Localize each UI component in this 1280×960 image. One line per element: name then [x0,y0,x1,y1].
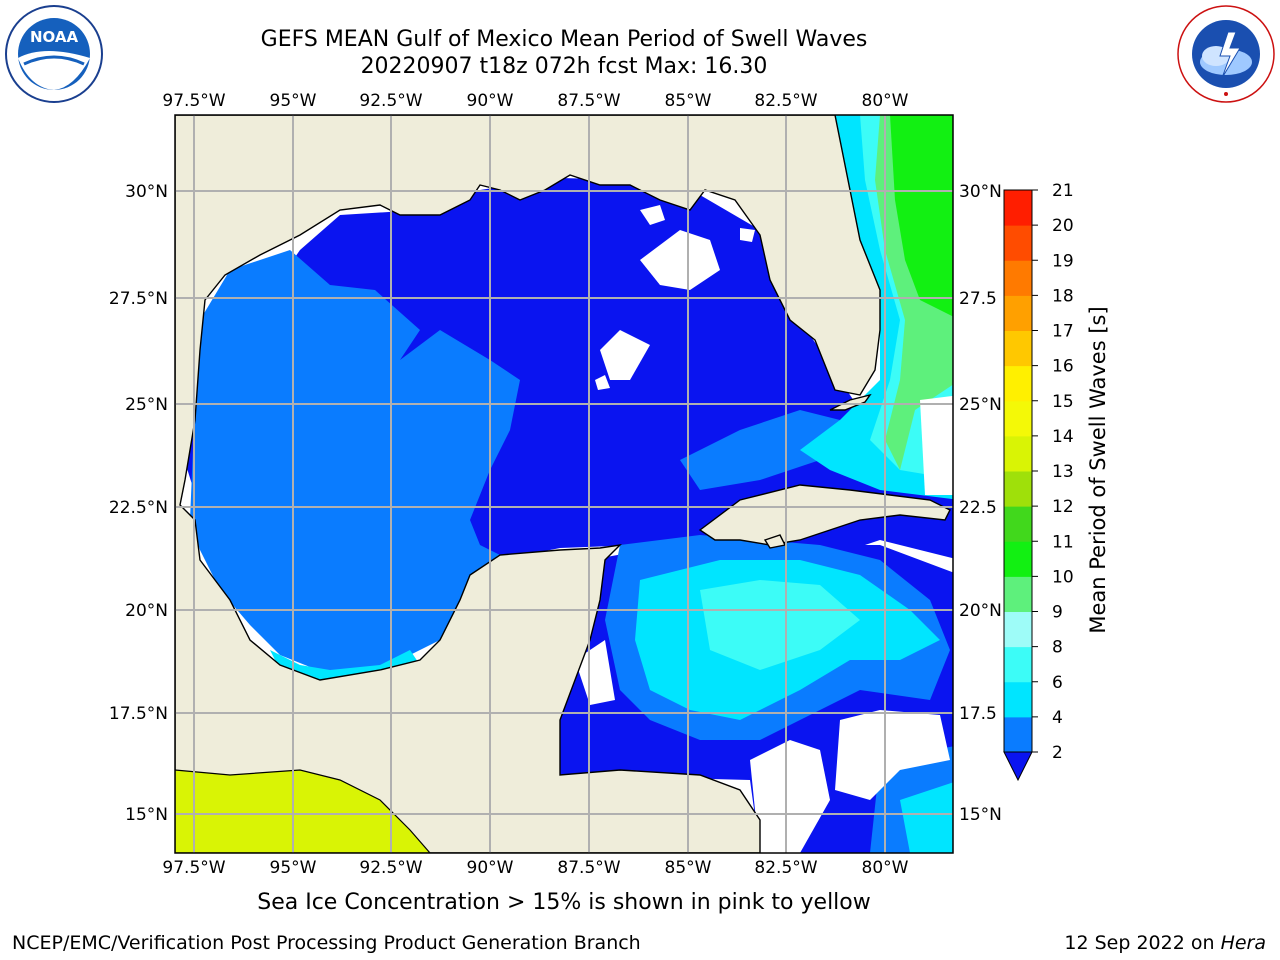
missing-data-patches [575,205,953,853]
colorbar-bin [1004,330,1032,367]
sea-ice-note: Sea Ice Concentration > 15% is shown in … [257,890,871,915]
lon-label-bottom: 87.5°W [557,858,620,878]
colorbar-tick-label: 6 [1052,673,1063,693]
colorbar-tick-label: 14 [1052,427,1074,447]
colorbar-tick-label: 2 [1052,743,1063,763]
colorbar-tick-label: 21 [1052,181,1074,201]
lat-label-right: 20°N [959,601,1002,621]
colorbar-bin [1004,295,1032,331]
machine-name: Hera [1220,932,1266,954]
lat-label-left: 22.5°N [109,498,168,518]
lat-label-left: 20°N [125,601,168,621]
colorbar-tick-label: 13 [1052,462,1074,482]
colorbar-bin [1004,435,1032,472]
colorbar-bin [1004,576,1032,612]
map-frame [174,114,954,854]
graticule [175,115,953,853]
nws-logo [1177,5,1275,103]
colorbar-bin [1004,611,1032,648]
lon-label-bottom: 97.5°W [162,858,225,878]
credit-text: NCEP/EMC/Verification Post Processing Pr… [12,932,641,954]
swell-field-southeast-4-6s [900,782,953,853]
colorbar-tick-label: 17 [1052,322,1074,342]
colorbar-bin [1004,225,1032,261]
lon-label-top: 90°W [467,91,514,111]
lat-label-right: 17.5 [959,704,997,724]
colorbar-under-triangle [1003,751,1033,782]
map-title: GEFS MEAN Gulf of Mexico Mean Period of … [260,27,868,52]
lat-label-left: 27.5°N [109,289,168,309]
colorbar-tick-label: 15 [1052,392,1074,412]
land-cuba [698,484,951,546]
lat-label-right: 27.5 [959,289,997,309]
swell-field-atlantic-10-11s [890,115,953,317]
colorbar-bin [1004,681,1032,718]
lat-label-right: 30°N [959,182,1002,202]
map-subtitle: 20220907 t18z 072h fcst Max: 16.30 [360,54,768,79]
lat-label-right: 25°N [959,395,1002,415]
land-florida-keys [829,393,872,411]
colorbar-bin [1004,260,1032,296]
colorbar-tick-label: 11 [1052,532,1074,552]
lon-label-top: 92.5°W [359,91,422,111]
lat-label-right: 22.5 [959,498,997,518]
colorbar: 2 4 6 8 9 10 11 12 13 14 15 16 17 18 19 20 21 [1003,181,1074,782]
colorbar-bin [1004,365,1032,402]
lat-label-left: 25°N [125,395,168,415]
colorbar-tick-label: 16 [1052,357,1074,377]
lat-label-left: 15°N [125,805,168,825]
colorbar-bin [1004,190,1032,226]
noaa-logo-text: NOAA [30,28,79,46]
lon-label-bottom: 92.5°W [359,858,422,878]
swell-field-caribbean-6-8s [700,580,860,670]
colorbar-bin [1004,716,1032,753]
swell-field-straits-2-4s [680,410,840,490]
colorbar-tick-label: 12 [1052,497,1074,517]
colorbar-bin [1004,506,1032,542]
run-date-text: 12 Sep 2022 on [1064,932,1221,954]
lon-label-bottom: 82.5°W [754,858,817,878]
lon-label-bottom: 80°W [862,858,909,878]
lon-labels: 97.5°W 95°W 92.5°W 90°W 87.5°W 85°W 82.5… [162,91,908,878]
lon-label-top: 80°W [862,91,909,111]
lon-label-bottom: 95°W [270,858,317,878]
lon-label-bottom: 85°W [665,858,712,878]
lon-label-top: 87.5°W [557,91,620,111]
swell-field-west-gulf-2-4s [190,250,520,675]
colorbar-tick-label: 20 [1052,216,1074,236]
colorbar-tick-label: 9 [1052,603,1063,623]
lon-label-bottom: 90°W [467,858,514,878]
colorbar-bin [1004,471,1032,507]
lat-label-left: 30°N [125,182,168,202]
colorbar-tick-label: 4 [1052,708,1063,728]
sea-ice-field [175,769,431,853]
lat-label-right: 15°N [959,805,1002,825]
colorbar-label: Mean Period of Swell Waves [s] [1086,306,1110,633]
noaa-logo: NOAA [5,5,103,103]
colorbar-bin [1004,400,1032,437]
lat-labels: 30°N 27.5°N 25°N 22.5°N 20°N 17.5°N 15°N… [109,182,1002,825]
colorbar-tick-label: 10 [1052,567,1074,587]
lon-label-top: 85°W [665,91,712,111]
colorbar-tick-label: 8 [1052,638,1063,658]
colorbar-tick-label: 18 [1052,286,1074,306]
lon-label-top: 95°W [270,91,317,111]
lon-label-top: 82.5°W [754,91,817,111]
lat-label-left: 17.5°N [109,704,168,724]
lon-label-top: 97.5°W [162,91,225,111]
colorbar-bin [1004,541,1032,577]
colorbar-bin [1004,646,1032,683]
colorbar-tick-label: 19 [1052,251,1074,271]
run-date: 12 Sep 2022 on Hera [1064,932,1266,954]
